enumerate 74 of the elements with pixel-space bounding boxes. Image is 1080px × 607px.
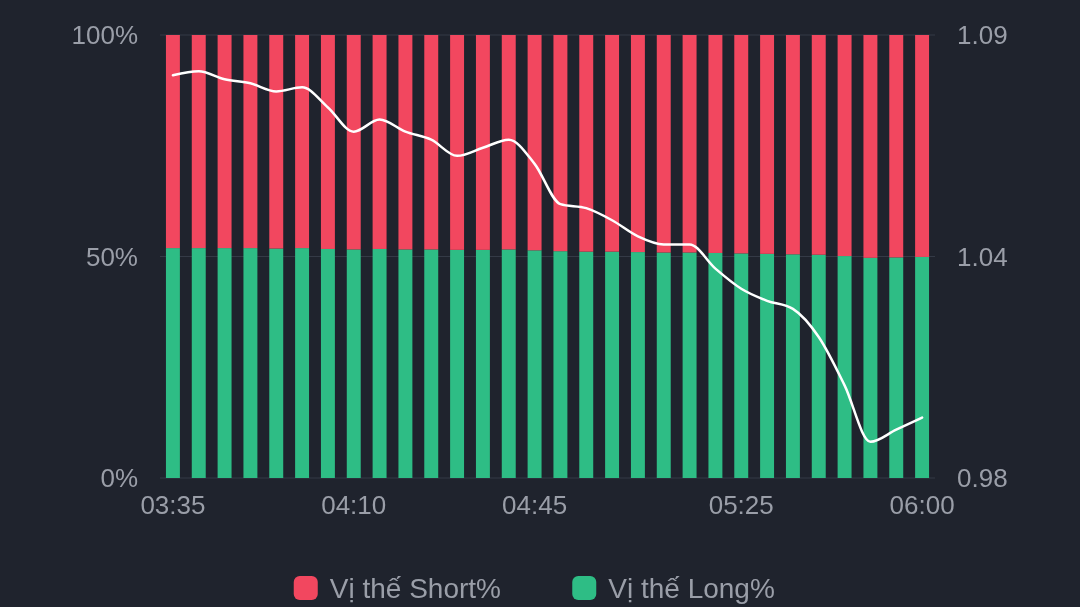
bar (475, 35, 490, 250)
bar (346, 35, 361, 250)
bar (191, 35, 206, 249)
x-tick-label: 04:10 (321, 490, 387, 520)
bar (811, 35, 826, 255)
bar (424, 249, 439, 478)
bar (889, 257, 904, 478)
bar (811, 254, 826, 478)
x-tick-label: 06:00 (889, 490, 955, 520)
bar (553, 251, 568, 478)
bar (450, 249, 465, 478)
bar (708, 252, 723, 478)
bar (553, 35, 568, 252)
bar (837, 256, 852, 478)
bar (605, 251, 620, 478)
bar (785, 254, 800, 478)
line-series (171, 70, 924, 444)
bar (372, 35, 387, 249)
y-tick-label: 100% (71, 20, 138, 51)
y2-tick-label: 1.04 (957, 241, 1008, 272)
bar (734, 35, 749, 254)
bar (682, 252, 697, 478)
bar (269, 35, 284, 249)
x-tick-label: 03:35 (140, 490, 206, 520)
bar (450, 35, 465, 250)
y2-tick-label: 1.09 (957, 20, 1008, 51)
bar (863, 257, 878, 478)
bar (605, 35, 620, 252)
bar (527, 250, 542, 478)
x-tick-label: 05:25 (708, 490, 774, 520)
bar (501, 249, 516, 478)
bar (398, 249, 413, 478)
bar (656, 252, 671, 478)
bar (320, 35, 335, 249)
bar (269, 248, 284, 478)
bar (191, 248, 206, 478)
bar (760, 253, 775, 478)
bar (837, 35, 852, 257)
bar (630, 35, 645, 253)
bar (243, 35, 258, 249)
bar (708, 35, 723, 253)
bar (630, 252, 645, 478)
bar (424, 35, 439, 250)
bar (889, 35, 904, 258)
bar (656, 35, 671, 253)
bar (863, 35, 878, 258)
bar (501, 35, 516, 250)
bar (320, 248, 335, 478)
bar (372, 248, 387, 478)
bar (475, 249, 490, 478)
bar (217, 35, 232, 249)
y-tick-label: 0% (100, 463, 138, 494)
bar (915, 256, 930, 478)
bar (760, 35, 775, 254)
bar (243, 248, 258, 478)
bar (295, 35, 310, 249)
bar (217, 248, 232, 478)
x-tick-label: 04:45 (502, 490, 568, 520)
bar (398, 35, 413, 250)
bar (682, 35, 697, 253)
legend-label: Vị thế Short% (329, 572, 501, 604)
bar (295, 248, 310, 478)
bar (785, 35, 800, 255)
y2-tick-label: 0.98 (957, 463, 1008, 494)
bar (165, 35, 180, 249)
bar (579, 251, 594, 478)
bar (346, 249, 361, 478)
bar (165, 248, 180, 478)
legend-label: Vị thế Long% (608, 572, 775, 604)
bar (734, 253, 749, 478)
bar (579, 35, 594, 252)
bar (527, 35, 542, 251)
y-tick-label: 50% (85, 241, 138, 272)
bar (915, 35, 930, 257)
